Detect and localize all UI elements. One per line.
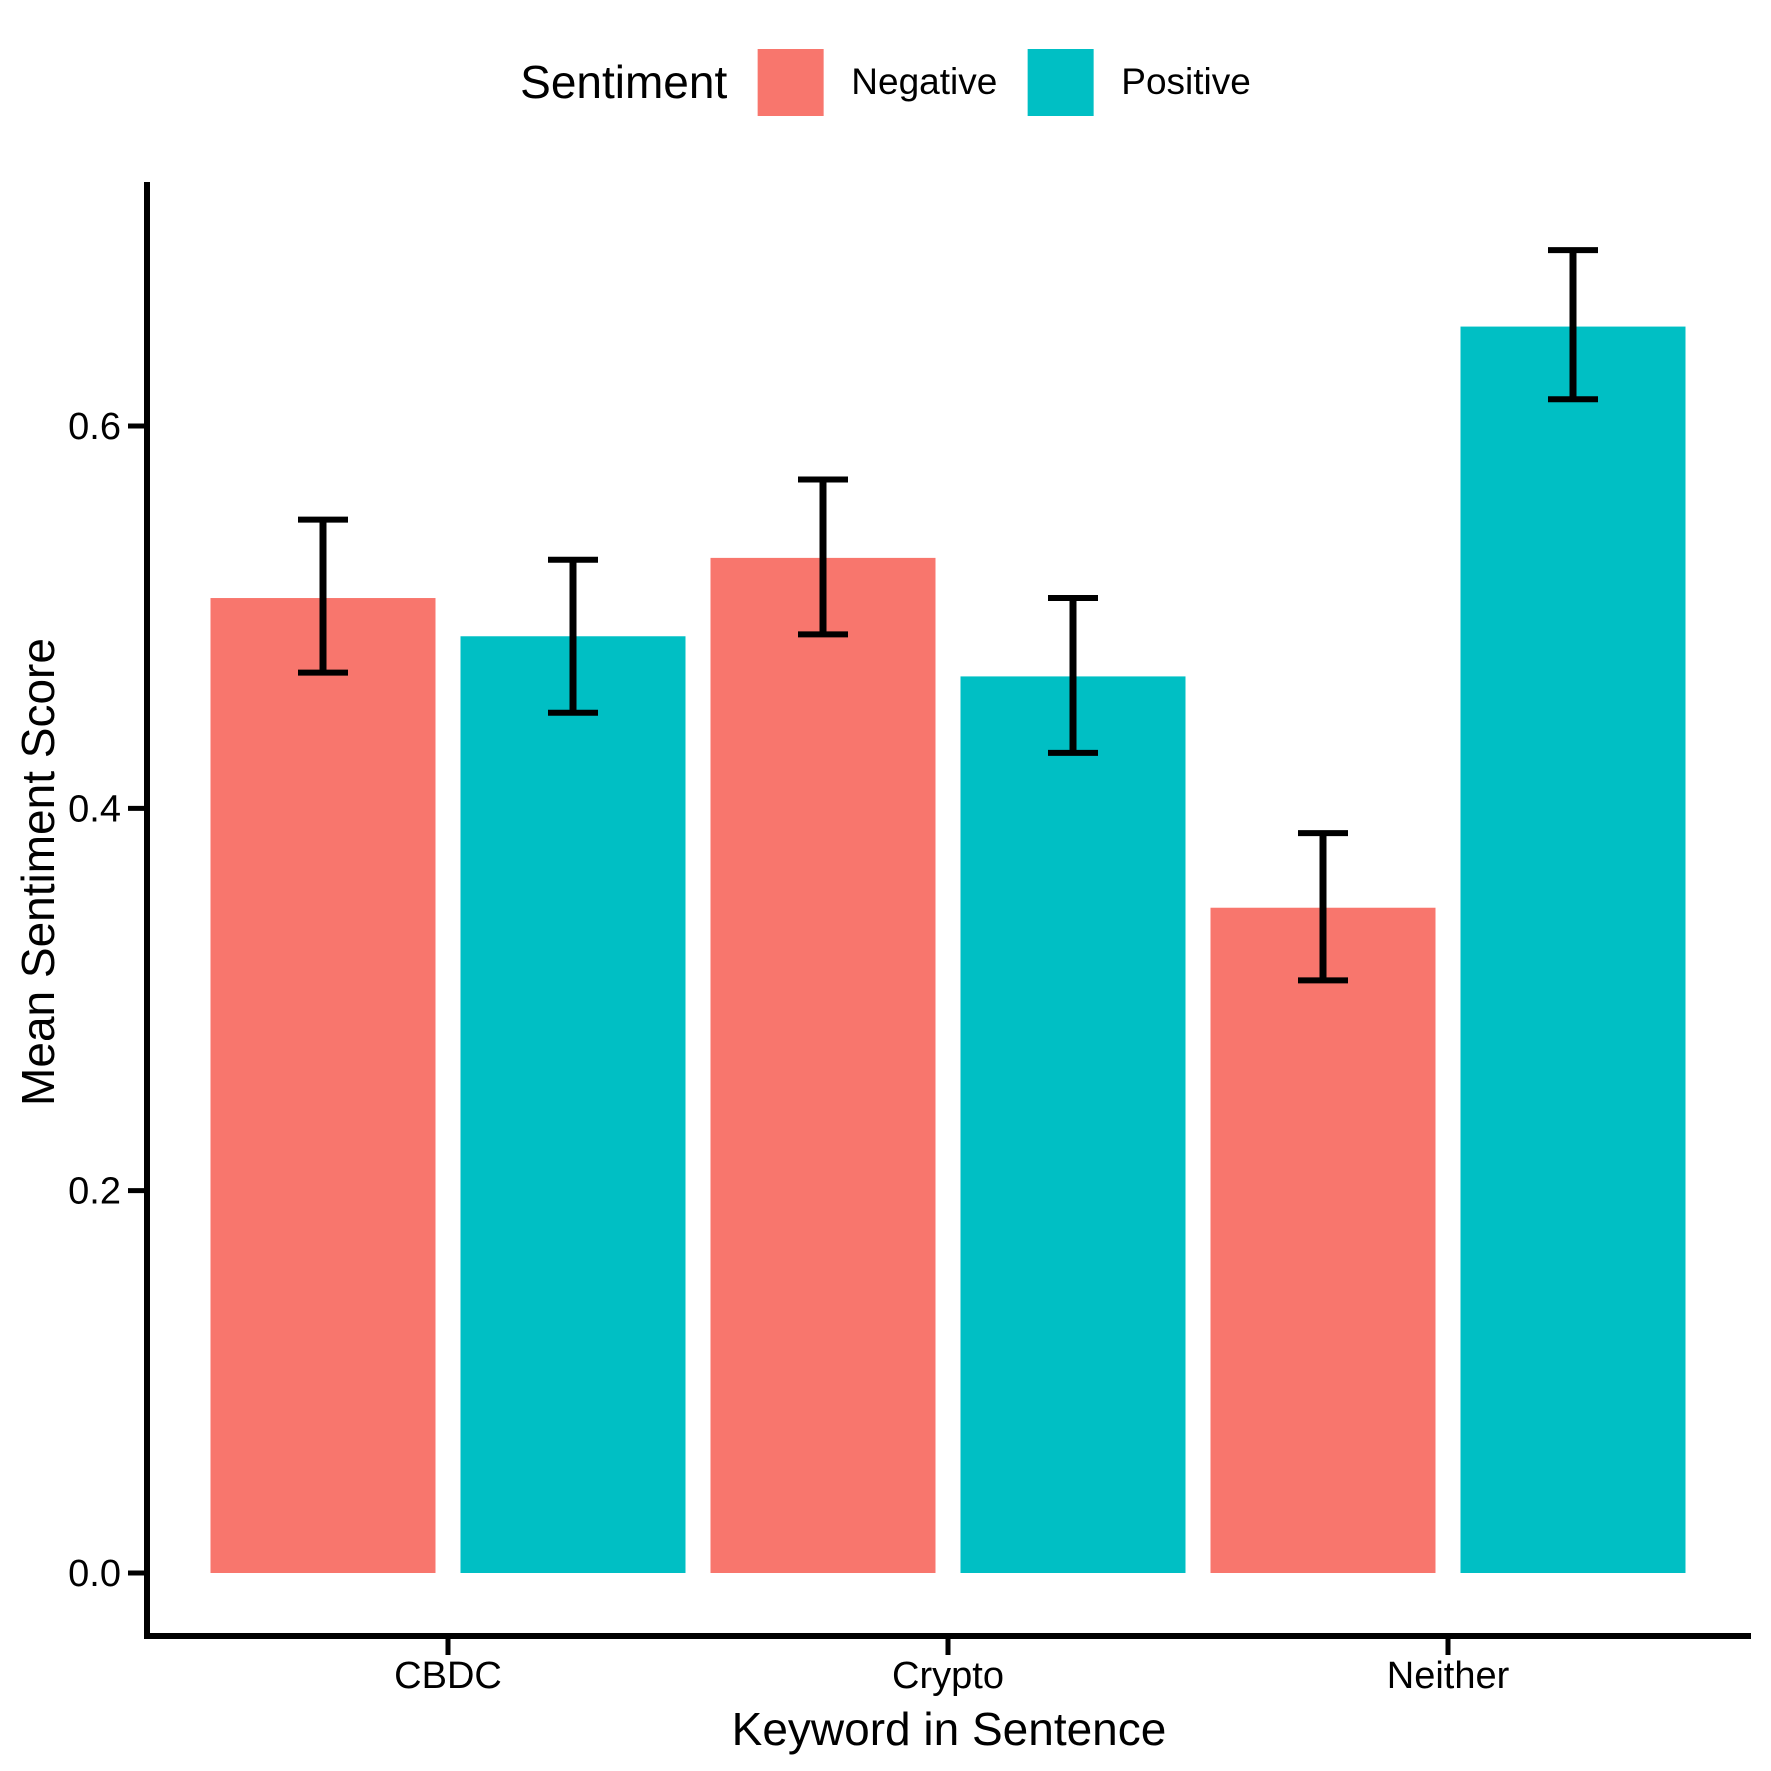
legend-label-negative: Negative: [851, 61, 998, 102]
legend: Sentiment Negative Positive: [520, 47, 1251, 117]
x-tick-label-neither: Neither: [1387, 1655, 1510, 1697]
bar-neither-negative: [1210, 907, 1436, 1573]
legend-item-positive: Positive: [1027, 48, 1251, 116]
bar-crypto-positive: [960, 676, 1186, 1573]
bar-neither-positive: [1460, 326, 1686, 1574]
bar-crypto-negative: [710, 557, 936, 1573]
bar-cbdc-negative: [210, 598, 436, 1573]
x-tick-label-crypto: Crypto: [892, 1655, 1004, 1697]
x-axis-title: Keyword in Sentence: [731, 1703, 1167, 1755]
legend-label-positive: Positive: [1121, 61, 1251, 102]
y-tick-label-0.4: 0.4: [68, 788, 121, 830]
bar-cbdc-positive: [460, 636, 686, 1573]
legend-item-negative: Negative: [757, 48, 998, 116]
y-tick-label-0.6: 0.6: [68, 406, 121, 448]
y-tick-label-0.2: 0.2: [68, 1171, 121, 1213]
legend-title: Sentiment: [520, 56, 728, 108]
x-tick-label-cbdc: CBDC: [394, 1655, 502, 1697]
y-axis-title: Mean Sentiment Score: [12, 638, 64, 1106]
y-tick-label-0.0: 0.0: [68, 1553, 121, 1595]
positive-color-swatch: [1027, 48, 1094, 116]
negative-color-swatch: [757, 48, 824, 116]
